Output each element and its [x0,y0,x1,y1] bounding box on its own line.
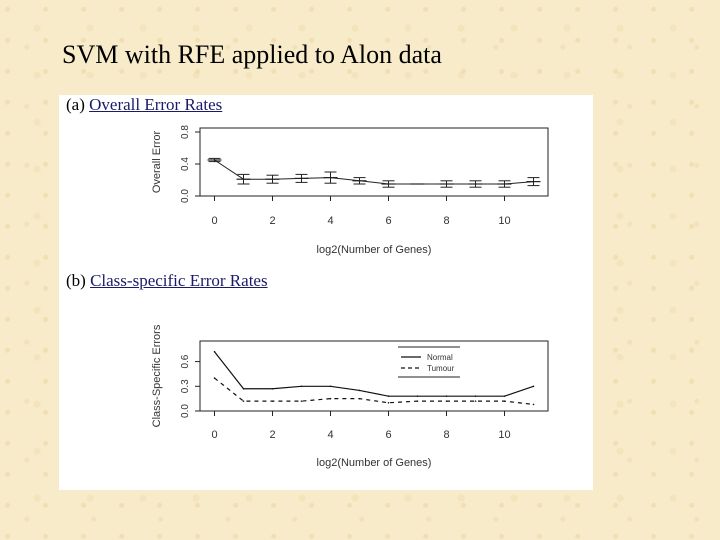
x-tick-label: 8 [443,429,449,441]
y-tick-label: 0.4 [180,157,191,171]
x-tick-label: 8 [443,215,449,227]
x-tick-label: 10 [498,215,510,227]
data-point [300,385,303,388]
data-point [474,395,477,397]
plot-frame [199,340,549,412]
series-line-tumour [214,377,534,406]
data-point [503,400,506,402]
data-point [242,400,245,402]
data-point [242,387,245,390]
caption-a: (a) Overall Error Rates [66,95,222,115]
x-tick-label: 0 [211,429,217,441]
data-point [213,350,216,353]
data-point [271,400,274,402]
slide-title: SVM with RFE applied to Alon data [62,40,442,69]
data-point [503,395,506,397]
legend-label: Normal [427,353,453,362]
data-point [474,400,477,402]
legend-box [398,346,460,376]
series-line-normal [214,351,534,397]
plot-frame [199,127,549,197]
data-point [358,389,361,392]
x-tick-label: 2 [269,429,275,441]
data-point [358,397,361,400]
data-point [387,401,390,404]
figure-panel [59,95,593,490]
data-point [416,400,419,402]
x-tick-label: 6 [385,429,391,441]
series-segment [214,159,244,180]
data-point [271,387,274,390]
caption-b-label: (b) [66,271,86,290]
data-point [329,397,332,400]
caption-a-label: (a) [66,95,85,114]
data-point [445,395,448,397]
x-tick-label: 6 [385,215,391,227]
data-point [213,377,216,379]
data-point [416,395,419,397]
x-tick-label: 10 [498,429,510,441]
data-point [329,385,332,388]
y-tick-label: 0.8 [180,125,191,139]
caption-b: (b) Class-specific Error Rates [66,271,268,291]
x-tick-label: 2 [269,215,275,227]
x-tick-label: 4 [327,429,333,441]
y-tick-label: 0.0 [180,404,191,418]
caption-b-text: Class-specific Error Rates [90,271,268,290]
x-tick-label: 0 [211,215,217,227]
legend-label: Tumour [427,364,455,373]
data-point [300,400,303,402]
y-tick-label: 0.3 [180,379,191,393]
caption-a-text: Overall Error Rates [89,95,223,114]
y-tick-label: 0.6 [180,354,191,368]
y-tick-label: 0.0 [180,189,191,203]
y-axis-label: Overall Error [151,130,163,193]
data-point [445,400,448,402]
x-axis-label: log2(Number of Genes) [317,457,432,469]
data-point [532,385,535,388]
x-tick-label: 4 [327,215,333,227]
y-axis-label: Class-Specific Errors [151,324,163,427]
x-axis-label: log2(Number of Genes) [317,244,432,256]
data-point [387,395,390,397]
data-point [532,403,535,406]
